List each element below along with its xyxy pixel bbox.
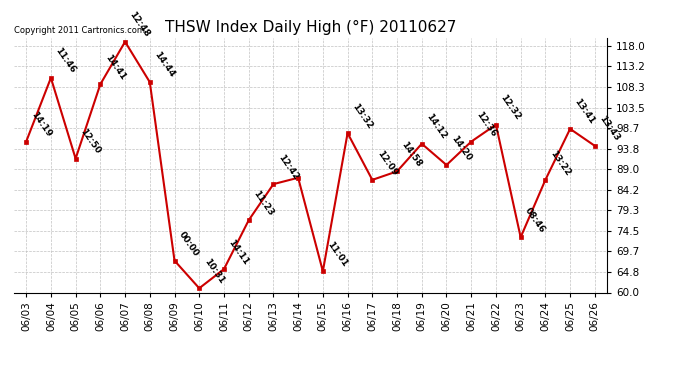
Text: 11:01: 11:01 bbox=[326, 240, 349, 268]
Text: 00:00: 00:00 bbox=[177, 230, 201, 258]
Text: 14:44: 14:44 bbox=[152, 50, 177, 80]
Text: 13:43: 13:43 bbox=[598, 114, 622, 143]
Text: 12:32: 12:32 bbox=[499, 93, 522, 122]
Text: 13:32: 13:32 bbox=[351, 102, 374, 130]
Text: 13:41: 13:41 bbox=[573, 98, 597, 126]
Text: 08:46: 08:46 bbox=[524, 206, 547, 234]
Text: 14:20: 14:20 bbox=[449, 134, 473, 162]
Text: 14:12: 14:12 bbox=[424, 112, 448, 141]
Text: Copyright 2011 Cartronics.com: Copyright 2011 Cartronics.com bbox=[14, 26, 145, 35]
Text: 14:41: 14:41 bbox=[103, 53, 127, 81]
Text: 14:11: 14:11 bbox=[227, 238, 250, 266]
Text: 14:58: 14:58 bbox=[400, 140, 424, 169]
Text: 12:09: 12:09 bbox=[375, 148, 399, 177]
Text: 11:46: 11:46 bbox=[54, 46, 77, 75]
Text: 13:22: 13:22 bbox=[548, 148, 572, 177]
Text: 10:31: 10:31 bbox=[202, 257, 226, 285]
Text: 12:48: 12:48 bbox=[128, 10, 152, 39]
Title: THSW Index Daily High (°F) 20110627: THSW Index Daily High (°F) 20110627 bbox=[165, 20, 456, 35]
Text: 14:19: 14:19 bbox=[29, 110, 53, 139]
Text: 12:42: 12:42 bbox=[276, 153, 300, 182]
Text: 12:50: 12:50 bbox=[79, 128, 102, 156]
Text: 12:36: 12:36 bbox=[474, 110, 497, 139]
Text: 11:23: 11:23 bbox=[251, 189, 275, 217]
